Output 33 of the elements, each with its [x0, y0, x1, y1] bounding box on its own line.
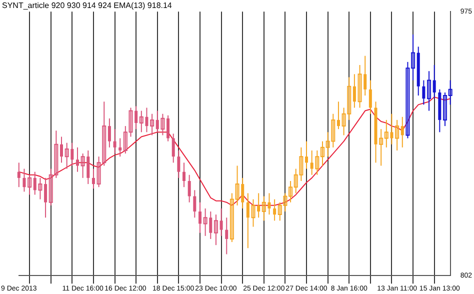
candlestick [60, 136, 64, 164]
candlestick [427, 70, 432, 112]
candlestick [220, 208, 223, 236]
candlestick [368, 80, 372, 114]
candlestick [150, 113, 154, 136]
candlestick [432, 64, 436, 100]
candlestick [246, 192, 250, 249]
candlestick [198, 202, 202, 234]
candlestick [214, 214, 218, 246]
candlestick [44, 177, 48, 218]
candlestick [305, 140, 308, 170]
candlestick [92, 168, 95, 190]
chart-title: SYNT_article 920 930 914 924 EMA(13) 918.14 [2, 1, 172, 10]
candlestick [166, 114, 170, 142]
candlestick [108, 118, 111, 148]
candlestick [273, 198, 276, 222]
candlestick [225, 217, 228, 255]
candlestick [28, 174, 32, 196]
candlestick [17, 162, 20, 188]
candlestick [422, 80, 426, 106]
candlestick [22, 168, 26, 192]
candlestick [352, 74, 356, 108]
candlestick [395, 119, 400, 151]
candlestick [182, 162, 186, 188]
candlestick [177, 150, 180, 178]
candlestick [400, 116, 404, 148]
candlestick [193, 190, 196, 218]
candlestick [336, 101, 340, 130]
candlestick [113, 128, 116, 154]
candlestick [76, 146, 79, 172]
candlestick [188, 174, 191, 203]
candlestick [172, 133, 175, 164]
candlestick [118, 138, 122, 158]
